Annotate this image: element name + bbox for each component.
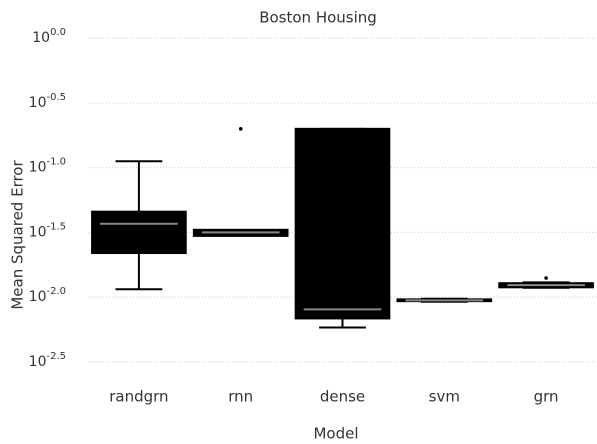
y-axis-title: Mean Squared Error <box>9 160 27 310</box>
y-tick-base: 10 <box>29 95 47 111</box>
y-tick-exponent: -1.5 <box>46 221 66 232</box>
box <box>91 210 187 255</box>
y-tick-base: 10 <box>29 160 47 176</box>
x-tick-label: randgrn <box>109 388 168 406</box>
y-tick-exponent: -2.5 <box>46 351 66 362</box>
y-tick-label: 10-2.0 <box>29 286 66 305</box>
x-tick-label: dense <box>320 388 365 406</box>
y-tick-base: 10 <box>29 224 47 240</box>
y-tick-base: 10 <box>29 354 47 370</box>
box <box>294 127 391 320</box>
x-axis-title: Model <box>313 425 358 443</box>
y-tick-exponent: 0.0 <box>50 27 66 38</box>
y-tick-base: 10 <box>32 30 50 46</box>
y-tick-label: 10-0.5 <box>29 92 66 111</box>
y-tick-label: 10-2.5 <box>29 351 66 370</box>
y-tick-exponent: -1.0 <box>46 157 66 168</box>
x-tick-label: grn <box>534 388 559 406</box>
outlier <box>544 276 548 280</box>
outlier <box>238 127 243 131</box>
y-tick-label: 100.0 <box>32 27 66 46</box>
y-tick-base: 10 <box>29 289 47 305</box>
chart-title: Boston Housing <box>259 9 377 27</box>
x-tick-label: svm <box>429 388 460 406</box>
y-tick-exponent: -2.0 <box>46 286 66 297</box>
y-tick-exponent: -0.5 <box>46 92 66 103</box>
y-tick-label: 10-1.0 <box>29 157 66 176</box>
x-tick-label: rnn <box>228 388 253 406</box>
y-tick-label: 10-1.5 <box>29 221 66 240</box>
